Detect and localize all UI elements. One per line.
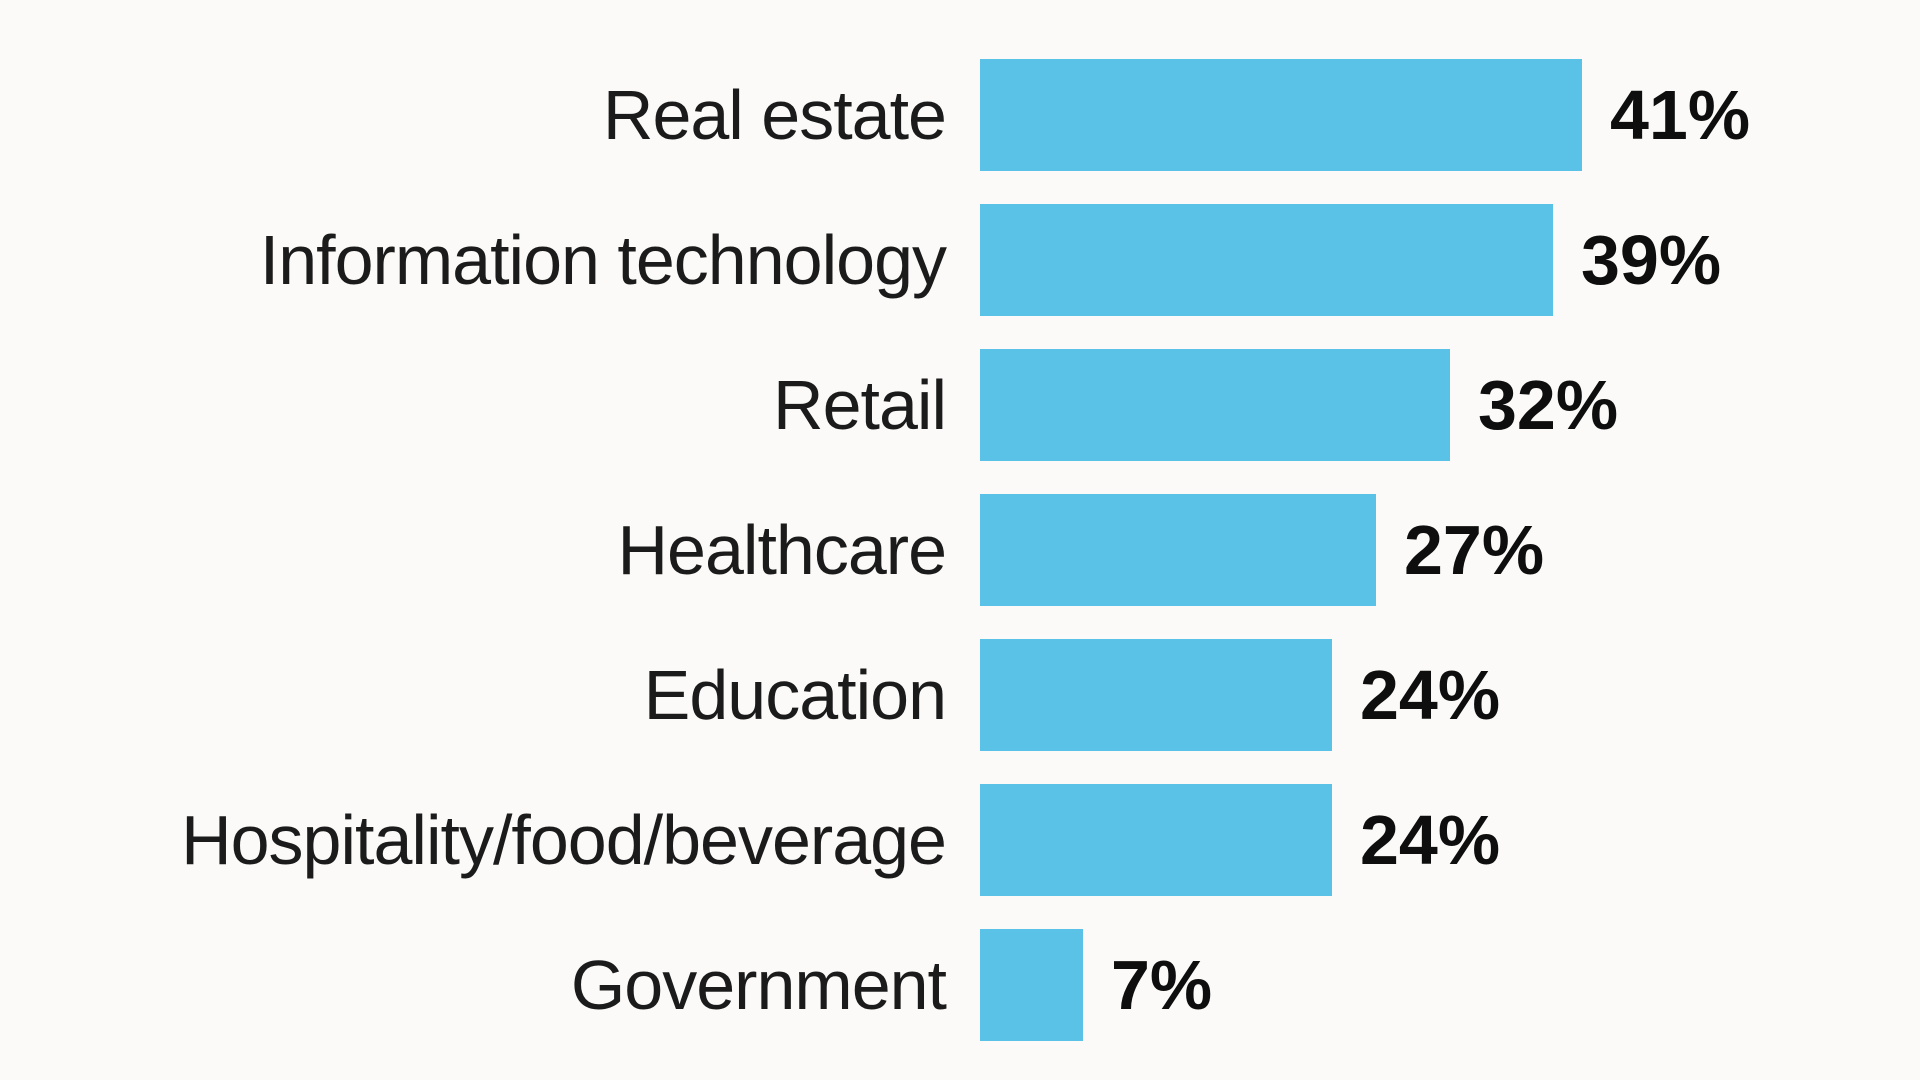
category-label: Education	[643, 656, 947, 734]
chart-row: Education 24%	[0, 639, 1920, 751]
category-label: Real estate	[602, 76, 947, 154]
value-label: 41%	[1610, 76, 1751, 154]
value-label: 7%	[1111, 946, 1213, 1024]
bar-area: 27%	[980, 494, 1544, 606]
value-label: 39%	[1581, 221, 1722, 299]
bar	[980, 929, 1083, 1041]
category-label: Hospitality/food/beverage	[181, 801, 947, 879]
value-label: 27%	[1404, 511, 1545, 589]
category-label: Information technology	[259, 221, 947, 299]
value-label: 24%	[1360, 801, 1501, 879]
bar-area: 39%	[980, 204, 1721, 316]
bar	[980, 494, 1376, 606]
category-label: Government	[570, 946, 947, 1024]
bar-area: 24%	[980, 639, 1500, 751]
value-label: 24%	[1360, 656, 1501, 734]
chart-row: Information technology 39%	[0, 204, 1920, 316]
bar-area: 24%	[980, 784, 1500, 896]
chart-row: Healthcare 27%	[0, 494, 1920, 606]
category-label: Retail	[773, 366, 947, 444]
bar	[980, 784, 1332, 896]
chart-row: Hospitality/food/beverage 24%	[0, 784, 1920, 896]
bar	[980, 639, 1332, 751]
bar-area: 41%	[980, 59, 1750, 171]
category-label: Healthcare	[617, 511, 947, 589]
chart-row: Real estate 41%	[0, 59, 1920, 171]
chart-row: Government 7%	[0, 929, 1920, 1041]
bar-area: 7%	[980, 929, 1212, 1041]
bar-area: 32%	[980, 349, 1618, 461]
bar	[980, 59, 1582, 171]
bar	[980, 204, 1553, 316]
bar	[980, 349, 1450, 461]
value-label: 32%	[1478, 366, 1619, 444]
chart-row: Retail 32%	[0, 349, 1920, 461]
